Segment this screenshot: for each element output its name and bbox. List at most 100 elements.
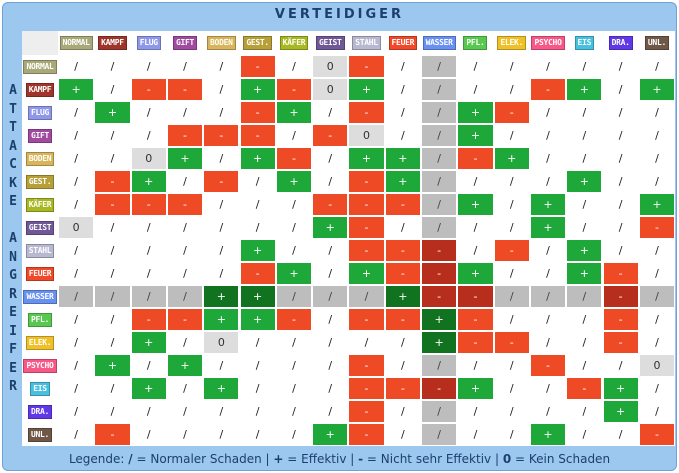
type-badge: EIS: [30, 381, 50, 396]
effect-cell: +: [348, 78, 385, 101]
effect-cell: /: [275, 285, 313, 308]
legend-prefix: Legende:: [68, 452, 125, 466]
attacker-header-geist: GEIST: [22, 216, 58, 239]
effect-cell: +: [348, 262, 385, 285]
effect-cell: /: [58, 400, 95, 423]
effect-cell: /: [638, 331, 676, 354]
effect-cell: /: [94, 78, 131, 101]
effect-cell: +: [239, 285, 276, 308]
effect-cell: +: [348, 147, 385, 170]
effect-cell: /: [58, 377, 95, 400]
effect-cell: /: [239, 400, 276, 423]
defender-header-pfl: PFL.: [457, 31, 494, 55]
effect-cell: /: [203, 354, 240, 377]
defender-header-gest: GEST.: [239, 31, 276, 55]
effect-cell: /: [638, 124, 676, 147]
attacker-header-gest: GEST.: [22, 170, 58, 193]
effect-cell: -: [529, 78, 567, 101]
effect-cell: /: [529, 55, 567, 78]
effect-cell: /: [493, 354, 530, 377]
type-badge: ELEK.: [25, 335, 55, 350]
effect-cell: /: [94, 308, 131, 331]
effect-cell: +: [566, 262, 603, 285]
type-badge: STAHL: [25, 243, 55, 258]
effect-cell: -: [166, 193, 204, 216]
type-badge: GEST.: [243, 36, 272, 50]
effect-cell: +: [493, 147, 530, 170]
legend-separator: |: [261, 452, 274, 466]
legend-separator: |: [491, 452, 503, 466]
defender-header-kampf: KAMPF: [94, 31, 131, 55]
effect-cell: -: [421, 377, 458, 400]
attacker-header-feuer: FEUER: [22, 262, 58, 285]
effect-cell: 0: [312, 78, 349, 101]
effect-cell: /: [203, 400, 240, 423]
effect-cell: 0: [58, 216, 95, 239]
effect-cell: /: [566, 216, 603, 239]
effect-cell: /: [384, 216, 421, 239]
attacker-header-boden: BODEN: [22, 147, 58, 170]
effect-cell: +: [94, 354, 131, 377]
effect-cell: -: [421, 285, 458, 308]
attacker-label-letter: A: [9, 231, 17, 246]
effect-cell: +: [166, 147, 204, 170]
effect-cell: +: [94, 101, 131, 124]
effect-cell: /: [239, 354, 276, 377]
effect-cell: /: [602, 124, 639, 147]
effect-cell: -: [275, 147, 313, 170]
effect-cell: -: [493, 239, 530, 262]
legend-symbol-effective: +: [273, 452, 284, 466]
attacker-header-pfl: PFL.: [22, 308, 58, 331]
effect-cell: -: [421, 262, 458, 285]
effect-cell: -: [312, 124, 349, 147]
effect-cell: -: [384, 262, 421, 285]
effect-cell: /: [493, 423, 530, 446]
effect-cell: /: [166, 285, 204, 308]
effect-cell: +: [166, 354, 204, 377]
effect-cell: -: [348, 400, 385, 423]
effect-cell: /: [94, 124, 131, 147]
effect-cell: -: [529, 354, 567, 377]
effect-cell: +: [239, 147, 276, 170]
effect-cell: +: [638, 193, 676, 216]
effect-cell: +: [602, 400, 639, 423]
effect-cell: /: [529, 377, 567, 400]
effect-cell: -: [348, 170, 385, 193]
effect-cell: -: [203, 170, 240, 193]
effect-cell: /: [529, 147, 567, 170]
type-badge: UNL.: [644, 36, 669, 50]
effect-cell: -: [94, 193, 131, 216]
effect-cell: /: [239, 216, 276, 239]
type-badge: WASSER: [23, 289, 57, 304]
effect-cell: /: [203, 262, 240, 285]
effect-cell: +: [602, 377, 639, 400]
effect-cell: /: [566, 423, 603, 446]
defender-header-gift: GIFT: [166, 31, 204, 55]
legend-text-effective: = Effektiv: [283, 452, 347, 466]
effect-cell: /: [312, 400, 349, 423]
effect-cell: +: [203, 377, 240, 400]
effect-cell: /: [348, 331, 385, 354]
defender-header-unl: UNL.: [638, 31, 676, 55]
effect-cell: /: [312, 354, 349, 377]
effect-cell: /: [493, 124, 530, 147]
effect-cell: /: [94, 262, 131, 285]
attacker-header-kaefer: KÄFER: [22, 193, 58, 216]
effect-cell: /: [421, 400, 458, 423]
effect-cell: /: [130, 285, 167, 308]
type-badge: KÄFER: [25, 197, 55, 212]
effect-cell: -: [348, 239, 385, 262]
effect-cell: /: [203, 55, 240, 78]
effect-cell: -: [348, 354, 385, 377]
effect-cell: +: [275, 262, 313, 285]
effect-cell: /: [566, 147, 603, 170]
effect-cell: /: [529, 400, 567, 423]
effect-cell: /: [58, 193, 95, 216]
effect-cell: /: [58, 262, 95, 285]
legend-text-normal: = Normaler Schaden: [132, 452, 262, 466]
effect-cell: +: [130, 170, 167, 193]
effect-cell: -: [384, 193, 421, 216]
effect-cell: /: [312, 170, 349, 193]
type-badge: KAMPF: [25, 82, 55, 97]
